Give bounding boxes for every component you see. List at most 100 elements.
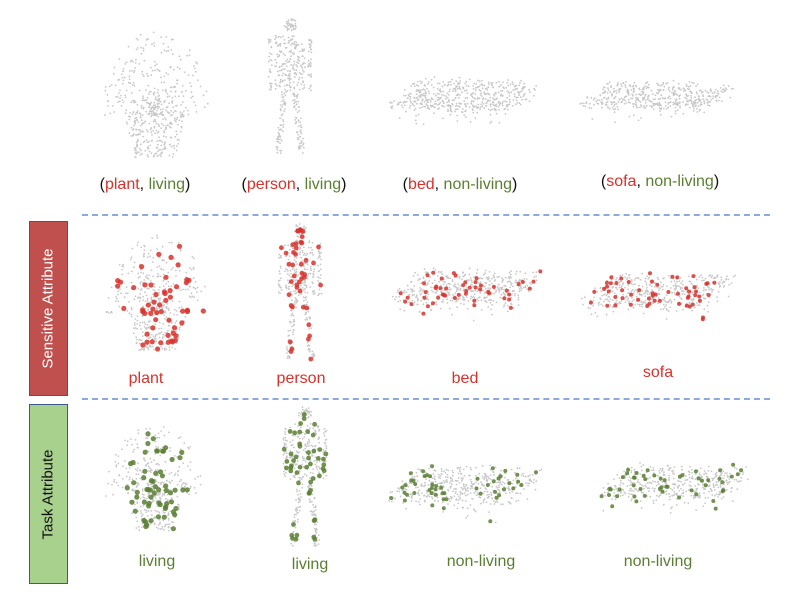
- cloud-point: [174, 269, 177, 272]
- cloud-point: [446, 291, 449, 293]
- cloud-point: [640, 105, 643, 108]
- cloud-point: [148, 150, 151, 153]
- cloud-point: [476, 111, 479, 114]
- cloud-point: [706, 99, 709, 102]
- cloud-point: [696, 101, 699, 104]
- cloud-point: [594, 97, 596, 100]
- cloud-point: [389, 491, 392, 494]
- cloud-point: [438, 103, 441, 105]
- cloud-point: [280, 69, 283, 72]
- cloud-point: [174, 90, 177, 93]
- cloud-point: [489, 301, 492, 304]
- cloud-point: [479, 106, 482, 109]
- highlight-point: [134, 494, 140, 500]
- cloud-point: [159, 482, 162, 484]
- cloud-point: [142, 75, 145, 78]
- cloud-point: [463, 288, 465, 291]
- cloud-point: [158, 299, 161, 302]
- cloud-point: [320, 292, 323, 295]
- cloud-point: [299, 426, 302, 429]
- cloud-point: [300, 496, 302, 498]
- cloud-point: [130, 313, 132, 316]
- cloud-point: [324, 430, 327, 433]
- cloud-point: [416, 96, 418, 99]
- cloud-point: [128, 132, 131, 135]
- highlight-point: [291, 522, 296, 527]
- cloud-point: [430, 308, 432, 311]
- cloud-point: [159, 108, 162, 111]
- cloud-point: [302, 142, 305, 145]
- cloud-point: [299, 147, 302, 150]
- cloud-point: [153, 87, 156, 90]
- cloud-point: [475, 466, 477, 469]
- sofa-point-cloud: [579, 79, 734, 123]
- cloud-point: [705, 98, 708, 101]
- cloud-point: [398, 490, 401, 493]
- highlight-point: [157, 302, 163, 308]
- cloud-point: [124, 439, 126, 442]
- cloud-point: [582, 105, 585, 107]
- cloud-point: [534, 89, 536, 91]
- cloud-point: [729, 96, 731, 99]
- cloud-point: [441, 501, 444, 504]
- cloud-point: [497, 105, 500, 108]
- highlight-point: [286, 261, 292, 267]
- cloud-point: [514, 88, 516, 91]
- cloud-point: [436, 92, 439, 95]
- highlight-point: [666, 290, 671, 294]
- caption-sofa: (sofa, non-living): [600, 173, 720, 190]
- cloud-point: [314, 509, 317, 511]
- cloud-point: [310, 84, 312, 87]
- cloud-point: [644, 95, 647, 97]
- cloud-point: [630, 290, 633, 293]
- cloud-point: [145, 89, 147, 91]
- cloud-point: [674, 282, 677, 285]
- cloud-point: [116, 293, 119, 296]
- cloud-point: [158, 518, 161, 521]
- cloud-point: [449, 80, 452, 83]
- cloud-point: [294, 122, 297, 125]
- cloud-point: [126, 444, 129, 447]
- cloud-point: [160, 36, 162, 39]
- cloud-point: [308, 87, 311, 90]
- highlight-point: [290, 262, 296, 268]
- cloud-point: [457, 283, 459, 286]
- cloud-point: [137, 473, 140, 476]
- cloud-point: [302, 246, 305, 249]
- cloud-point: [126, 440, 129, 442]
- cloud-point: [176, 133, 178, 136]
- cloud-point: [590, 96, 593, 99]
- cloud-point: [654, 94, 657, 97]
- cloud-point: [601, 106, 603, 109]
- cloud-point: [473, 293, 476, 296]
- cloud-point: [134, 468, 137, 471]
- cloud-point: [160, 51, 163, 54]
- highlight-point: [177, 455, 183, 461]
- cloud-point: [308, 38, 311, 41]
- cloud-point: [106, 93, 109, 96]
- cloud-point: [156, 140, 158, 143]
- cloud-point: [707, 301, 710, 304]
- cloud-point: [139, 293, 141, 295]
- cloud-point: [155, 340, 158, 343]
- cloud-point: [440, 284, 442, 287]
- highlight-point: [461, 283, 466, 288]
- cloud-point: [455, 102, 458, 105]
- cloud-point: [493, 292, 495, 295]
- cloud-point: [178, 67, 181, 70]
- cloud-point: [291, 42, 293, 45]
- cloud-point: [302, 80, 304, 83]
- cloud-point: [137, 287, 140, 290]
- cloud-point: [659, 97, 662, 100]
- cloud-point: [147, 84, 150, 87]
- cloud-point: [618, 98, 621, 101]
- cloud-point: [423, 92, 425, 95]
- cloud-point: [692, 82, 695, 85]
- cloud-point: [291, 325, 294, 328]
- cloud-point: [160, 327, 163, 330]
- highlight-point: [157, 502, 163, 508]
- cloud-point: [469, 297, 472, 300]
- cloud-point: [290, 43, 292, 46]
- cloud-point: [617, 108, 620, 111]
- cloud-point: [463, 303, 465, 306]
